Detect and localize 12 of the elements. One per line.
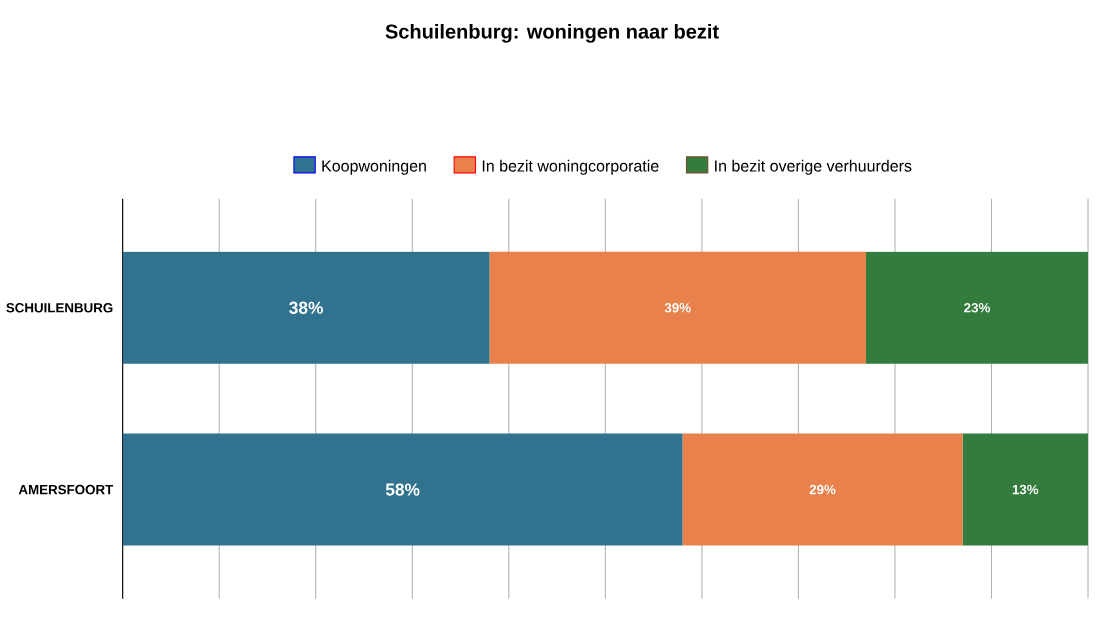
data-label: 58% (385, 483, 420, 496)
legend-label: In bezit overige verhuurders (715, 159, 912, 175)
bar (865, 251, 1089, 364)
legend-label: In bezit woningcorporatie (482, 159, 659, 175)
bar (122, 433, 683, 546)
bar (682, 433, 963, 546)
bar (489, 251, 866, 364)
data-label: 38% (289, 301, 323, 314)
chart-title: Schuilenburg: woningen naar bezit (385, 23, 719, 43)
bar (122, 251, 490, 364)
bar (962, 433, 1089, 546)
legend-label: Koopwoningen (322, 159, 426, 175)
